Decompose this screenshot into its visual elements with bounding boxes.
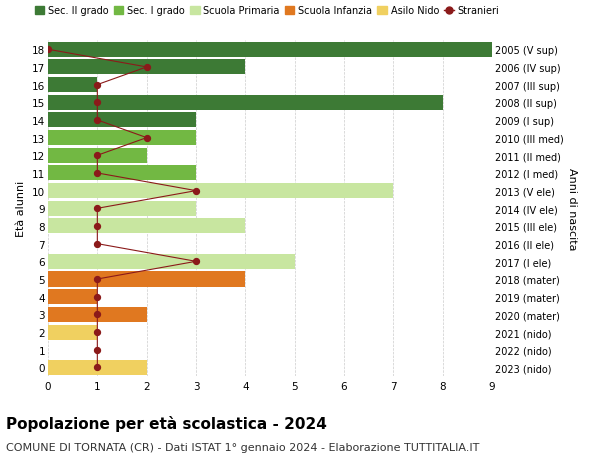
Bar [48, 78, 97, 93]
Bar [48, 202, 196, 216]
Bar [48, 131, 196, 146]
Point [92, 364, 102, 371]
Bar [48, 219, 245, 234]
Point [92, 293, 102, 301]
Bar [48, 113, 196, 128]
Bar [48, 254, 295, 269]
Bar [48, 148, 146, 163]
Legend: Sec. II grado, Sec. I grado, Scuola Primaria, Scuola Infanzia, Asilo Nido, Stran: Sec. II grado, Sec. I grado, Scuola Prim… [31, 3, 503, 20]
Point [142, 134, 151, 142]
Point [142, 64, 151, 72]
Bar [48, 95, 443, 111]
Bar [48, 272, 245, 287]
Point [92, 117, 102, 124]
Bar [48, 60, 245, 75]
Bar [48, 43, 492, 58]
Point [92, 241, 102, 248]
Point [92, 152, 102, 160]
Point [92, 346, 102, 353]
Point [191, 188, 201, 195]
Point [92, 205, 102, 213]
Point [92, 329, 102, 336]
Bar [48, 166, 196, 181]
Point [92, 170, 102, 177]
Bar [48, 325, 97, 340]
Bar [48, 290, 97, 304]
Point [92, 223, 102, 230]
Point [92, 82, 102, 89]
Y-axis label: Anni di nascita: Anni di nascita [568, 168, 577, 250]
Bar [48, 184, 394, 199]
Text: COMUNE DI TORNATA (CR) - Dati ISTAT 1° gennaio 2024 - Elaborazione TUTTITALIA.IT: COMUNE DI TORNATA (CR) - Dati ISTAT 1° g… [6, 442, 479, 452]
Point [92, 311, 102, 319]
Point [92, 99, 102, 106]
Y-axis label: Età alunni: Età alunni [16, 181, 26, 237]
Bar [48, 360, 146, 375]
Point [92, 276, 102, 283]
Point [43, 46, 53, 54]
Text: Popolazione per età scolastica - 2024: Popolazione per età scolastica - 2024 [6, 415, 327, 431]
Point [191, 258, 201, 265]
Bar [48, 307, 146, 322]
